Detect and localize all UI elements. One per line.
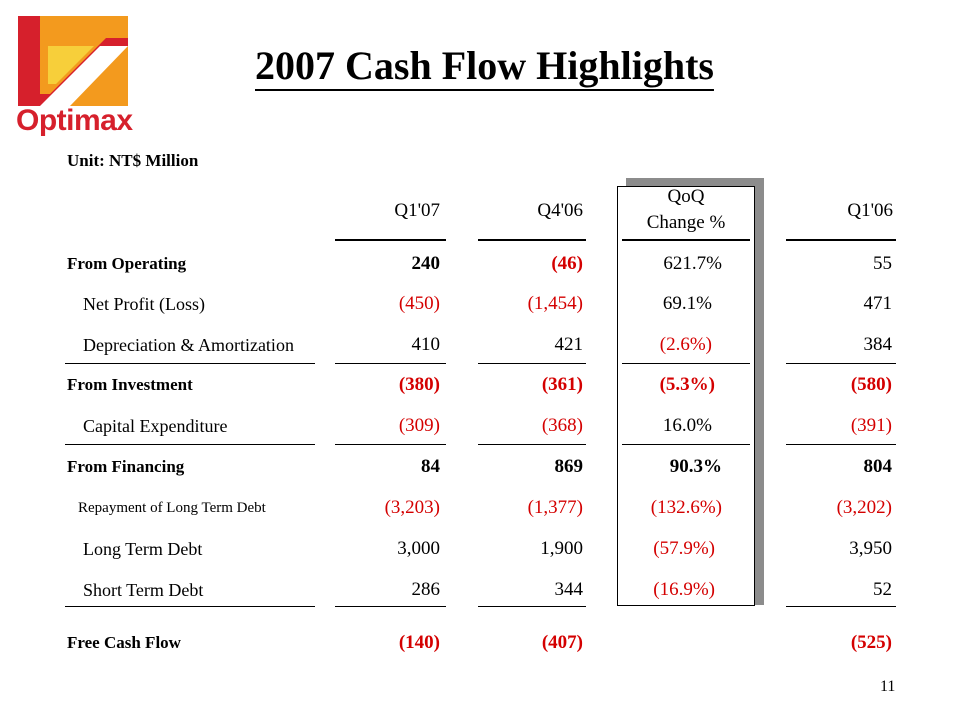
unit-label: Unit: NT$ Million [67,151,199,170]
cell-ltd-q406: 1,900 [540,538,583,559]
rule-operating-q106 [786,363,896,364]
row-label-repayment-ltd: Repayment of Long Term Debt [78,500,266,516]
cell-capex-qoq: 16.0% [662,415,712,436]
cell-operating-q107: 240 [411,253,441,274]
rule-financing-q406 [478,606,586,607]
cell-capex-q107: (309) [398,415,440,436]
cell-repayment-q106: (3,202) [836,497,892,518]
header-rule-q106 [786,239,896,241]
rule-investment-q406 [478,444,586,445]
cell-depreciation-q406: 421 [554,334,584,355]
row-label-short-term-debt: Short Term Debt [83,580,204,600]
cell-investment-qoq: (5.3%) [659,374,715,395]
cell-depreciation-qoq: (2.6%) [659,334,712,355]
cell-depreciation-q106: 384 [863,334,893,355]
header-rule-q406 [478,239,586,241]
rule-investment-label [65,444,315,445]
row-label-from-operating: From Operating [67,254,187,273]
row-label-free-cash-flow: Free Cash Flow [67,633,181,652]
rule-financing-q106 [786,606,896,607]
cell-financing-q107: 84 [421,456,440,477]
cell-repayment-q107: (3,203) [384,497,440,518]
cell-ltd-q107: 3,000 [397,538,440,559]
cell-financing-qoq: 90.3% [669,456,722,477]
cell-fcf-q107: (140) [398,632,440,653]
header-qoq-line2: Change % [646,212,726,233]
cell-std-q406: 344 [554,579,584,600]
cell-operating-q106: 55 [873,253,892,274]
header-q106: Q1'06 [847,200,893,221]
page-number: 11 [880,678,896,695]
qoq-column-box [617,186,755,606]
cell-repayment-qoq: (132.6%) [650,497,722,518]
header-rule-qoq [622,239,750,241]
header-rule-q107 [335,239,446,241]
cell-std-q107: 286 [411,579,441,600]
cell-investment-q406: (361) [541,374,583,395]
row-label-from-investment: From Investment [67,375,193,394]
cell-operating-qoq: 621.7% [663,253,722,274]
cell-netprofit-q107: (450) [398,293,440,314]
logo-wordmark: Optimax [16,104,133,137]
cell-std-q106: 52 [873,579,892,600]
rule-operating-q107 [335,363,446,364]
logo-mark-orange-lower [70,46,128,106]
rule-operating-label [65,363,315,364]
header-qoq-line1: QoQ [667,186,705,207]
optimax-logo [18,16,128,106]
page-title: 2007 Cash Flow Highlights [255,43,714,88]
cell-investment-q106: (580) [850,374,892,395]
cell-financing-q406: 869 [554,456,584,477]
row-label-capex: Capital Expenditure [83,416,228,436]
logo-mark-yellow [48,46,94,84]
cell-ltd-q106: 3,950 [849,538,892,559]
cell-netprofit-qoq: 69.1% [662,293,712,314]
cell-netprofit-q406: (1,454) [527,293,583,314]
header-q406: Q4'06 [537,200,583,221]
cell-ltd-qoq: (57.9%) [653,538,715,559]
rule-investment-q107 [335,444,446,445]
cell-fcf-q106: (525) [850,632,892,653]
row-label-depreciation: Depreciation & Amortization [83,335,294,355]
cell-std-qoq: (16.9%) [653,579,715,600]
header-q107: Q1'07 [394,200,440,221]
row-label-from-financing: From Financing [67,457,185,476]
rule-investment-qoq [622,444,750,445]
rule-financing-label [65,606,315,607]
cell-fcf-q406: (407) [541,632,583,653]
cell-capex-q106: (391) [850,415,892,436]
cell-depreciation-q107: 410 [411,334,441,355]
row-label-long-term-debt: Long Term Debt [83,539,203,559]
cell-repayment-q406: (1,377) [527,497,583,518]
cell-operating-q406: (46) [551,253,583,274]
rule-investment-q106 [786,444,896,445]
rule-financing-q107 [335,606,446,607]
rule-operating-q406 [478,363,586,364]
row-label-net-profit: Net Profit (Loss) [83,294,205,314]
cell-investment-q107: (380) [398,374,440,395]
rule-operating-qoq [622,363,750,364]
cell-financing-q106: 804 [863,456,893,477]
cell-netprofit-q106: 471 [863,293,893,314]
cell-capex-q406: (368) [541,415,583,436]
